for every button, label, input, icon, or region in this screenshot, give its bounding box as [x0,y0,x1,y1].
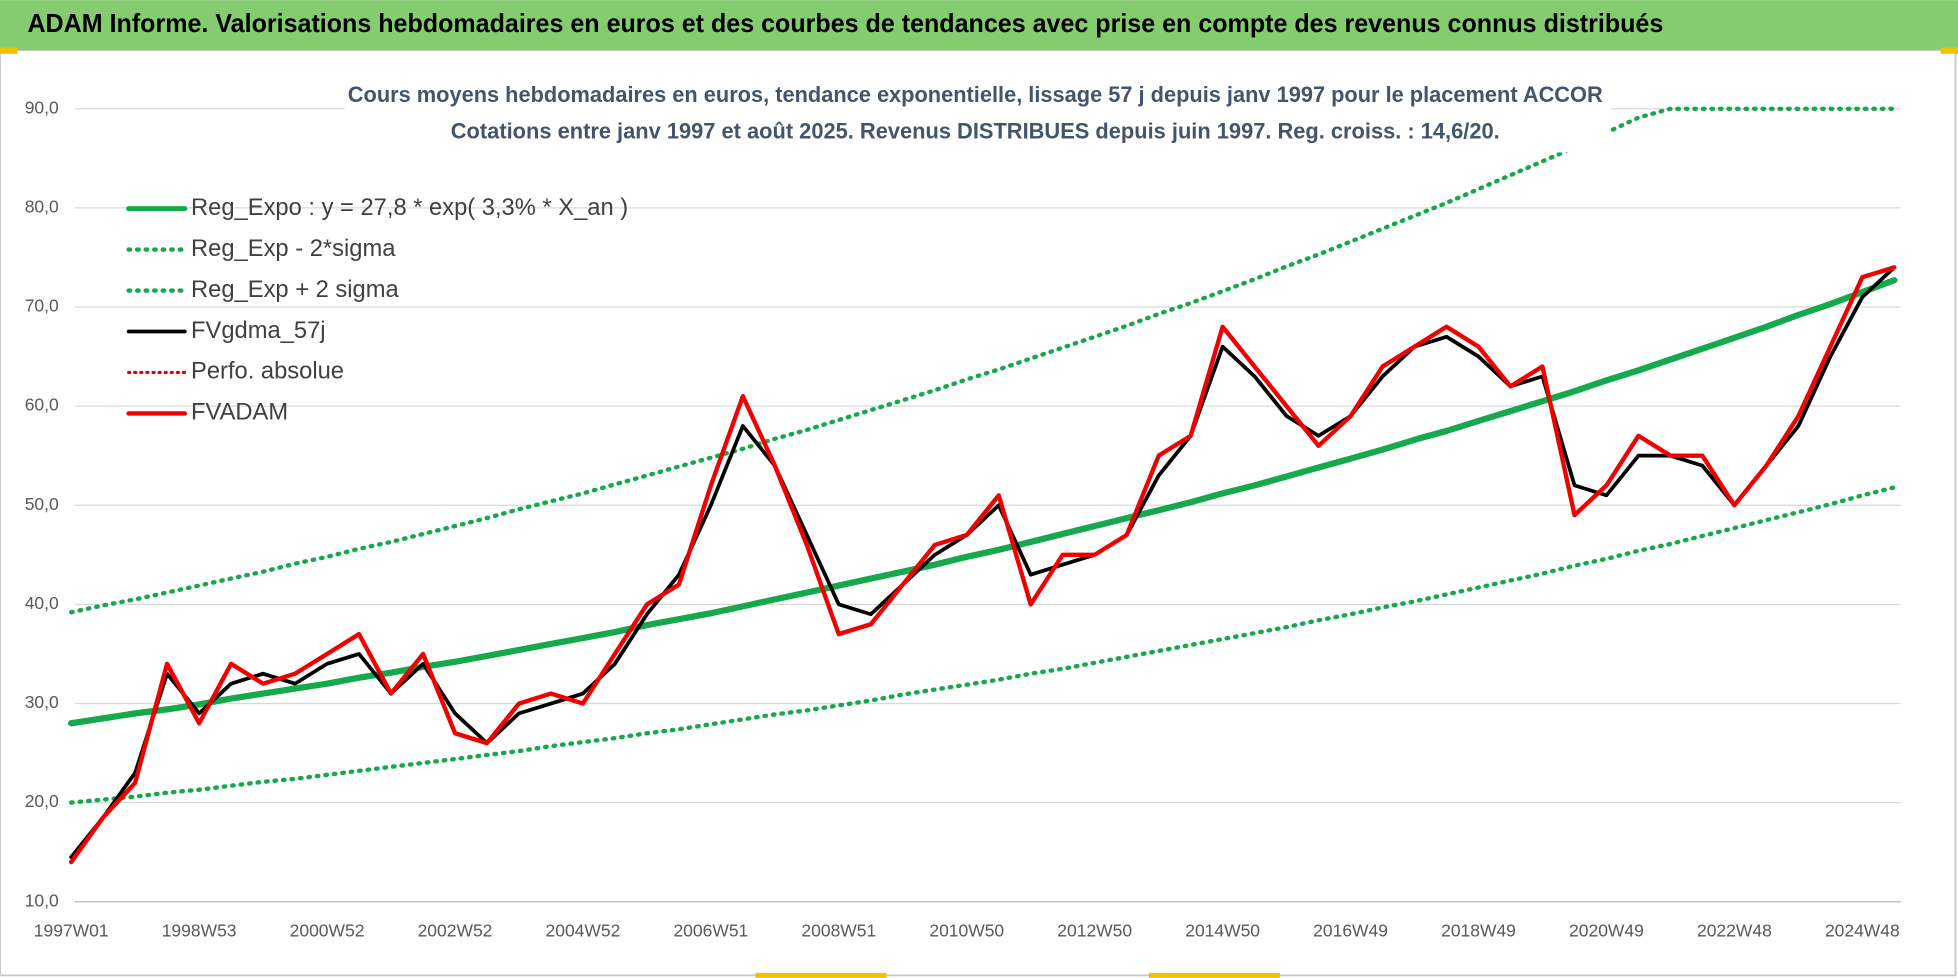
legend-label: FVADAM [191,400,288,426]
banner-title: ADAM Informe. Valorisations hebdomadaire… [27,8,1663,38]
x-tick-label: 1997W01 [34,920,109,940]
legend-label: Reg_Exp + 2 sigma [191,277,399,303]
legend-label: Perfo. absolue [191,359,344,385]
plot-area: 10,0 20,0 30,0 40,0 50,0 60,0 70,0 80,0 90,0 1997… [25,77,1901,940]
y-tick-label: 90,0 [25,97,59,117]
series-line [68,485,1897,805]
corner-accent [1940,47,1958,54]
y-tick-label: 70,0 [25,296,59,316]
bottom-accent [755,972,887,978]
x-tick-label: 2018W49 [1441,920,1516,940]
y-tick-label: 60,0 [25,395,59,415]
series-line [68,265,1897,865]
x-tick-label: 1998W53 [162,920,237,940]
y-tick-label: 30,0 [25,692,59,712]
x-tick-label: 2022W48 [1697,920,1772,940]
legend-label: Reg_Expo : y = 27,8 * exp( 3,3% * X_an ) [191,195,628,221]
y-tick-label: 20,0 [25,791,59,811]
y-tick-label: 50,0 [25,494,59,514]
x-tick-label: 2000W52 [290,920,365,940]
x-tick-label: 2016W49 [1313,920,1388,940]
y-tick-label: 40,0 [25,593,59,613]
title-box [344,77,1611,153]
chart-title: Cours moyens hebdomadaires en euros, ten… [348,82,1603,107]
y-tick-label: 10,0 [25,890,59,910]
x-tick-label: 2012W50 [1057,920,1132,940]
x-tick-label: 2024W48 [1825,920,1900,940]
legend-label: FVgdma_57j [191,318,325,344]
x-tick-label: 2014W50 [1185,920,1260,940]
x-tick-label: 2004W52 [546,920,621,940]
series-line [69,265,1897,859]
x-tick-label: 2006W51 [673,920,748,940]
banner [0,0,1958,51]
x-tick-label: 2010W50 [929,920,1004,940]
corner-accent [0,47,18,54]
bottom-accent [1148,972,1280,978]
chart-subtitle: Cotations entre janv 1997 et août 2025. … [451,118,1500,143]
legend-label: Reg_Exp - 2*sigma [191,236,396,262]
x-tick-label: 2020W49 [1569,920,1644,940]
x-tick-label: 2008W51 [801,920,876,940]
x-tick-label: 2002W52 [418,920,493,940]
y-tick-label: 80,0 [25,197,59,217]
